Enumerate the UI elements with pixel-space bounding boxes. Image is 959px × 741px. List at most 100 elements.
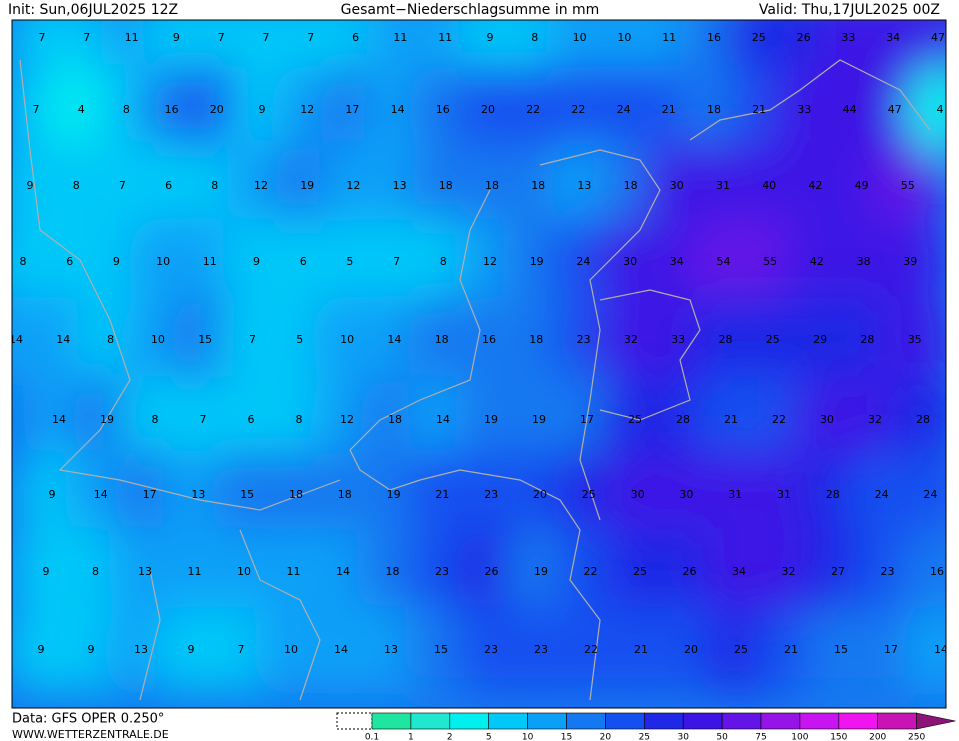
precip-value: 44 bbox=[843, 103, 857, 116]
precip-value: 40 bbox=[762, 179, 776, 192]
precip-value: 30 bbox=[670, 179, 684, 192]
precip-value: 9 bbox=[49, 488, 56, 501]
precip-value: 7 bbox=[33, 103, 40, 116]
precip-value: 8 bbox=[152, 413, 159, 426]
precip-value: 34 bbox=[732, 565, 746, 578]
precip-value: 33 bbox=[797, 103, 811, 116]
precip-value: 11 bbox=[125, 31, 139, 44]
coastline bbox=[19, 59, 341, 511]
precip-value: 47 bbox=[931, 31, 945, 44]
precip-value: 16 bbox=[482, 333, 496, 346]
precip-value: 13 bbox=[577, 179, 591, 192]
precip-value: 55 bbox=[901, 179, 915, 192]
precip-value: 22 bbox=[571, 103, 585, 116]
precip-value: 7 bbox=[200, 413, 207, 426]
border bbox=[599, 289, 701, 421]
precip-value: 8 bbox=[211, 179, 218, 192]
precip-value: 25 bbox=[582, 488, 596, 501]
precip-value: 15 bbox=[198, 333, 212, 346]
legend-swatch bbox=[410, 712, 451, 730]
precip-value: 18 bbox=[388, 413, 402, 426]
precip-value: 10 bbox=[617, 31, 631, 44]
precip-value: 5 bbox=[296, 333, 303, 346]
precip-value: 31 bbox=[728, 488, 742, 501]
precip-value: 8 bbox=[296, 413, 303, 426]
precip-value: 24 bbox=[576, 255, 590, 268]
precip-value: 23 bbox=[435, 565, 449, 578]
legend-tick-label: 2 bbox=[447, 733, 453, 741]
legend-tick-label: 75 bbox=[755, 733, 766, 741]
precip-cell bbox=[873, 140, 943, 232]
precip-value: 22 bbox=[584, 643, 598, 656]
precip-value: 14 bbox=[436, 413, 450, 426]
precip-value: 39 bbox=[903, 255, 917, 268]
precip-value: 7 bbox=[39, 31, 46, 44]
precip-value: 30 bbox=[679, 488, 693, 501]
precip-value: 14 bbox=[934, 643, 948, 656]
precip-value: 35 bbox=[908, 333, 922, 346]
precip-value: 8 bbox=[440, 255, 447, 268]
precip-value: 12 bbox=[346, 179, 360, 192]
precip-value: 8 bbox=[20, 255, 27, 268]
precip-cell bbox=[899, 526, 946, 618]
legend-swatch bbox=[799, 712, 840, 730]
precip-value: 18 bbox=[435, 333, 449, 346]
precip-value: 14 bbox=[94, 488, 108, 501]
precip-value: 8 bbox=[123, 103, 130, 116]
precip-value: 14 bbox=[56, 333, 70, 346]
map-frame bbox=[11, 19, 947, 709]
precip-value: 26 bbox=[683, 565, 697, 578]
precip-value: 9 bbox=[173, 31, 180, 44]
legend-below bbox=[336, 712, 373, 730]
precip-value: 55 bbox=[763, 255, 777, 268]
precip-field bbox=[12, 20, 946, 696]
legend-swatch bbox=[877, 712, 917, 730]
precip-value: 17 bbox=[580, 413, 594, 426]
legend-arrow bbox=[916, 712, 956, 730]
precip-value: 6 bbox=[165, 179, 172, 192]
precip-value: 14 bbox=[336, 565, 350, 578]
precip-value: 7 bbox=[218, 31, 225, 44]
precip-value: 18 bbox=[338, 488, 352, 501]
precip-value: 24 bbox=[923, 488, 937, 501]
precip-value: 9 bbox=[88, 643, 95, 656]
precip-value: 54 bbox=[717, 255, 731, 268]
precip-value: 38 bbox=[857, 255, 871, 268]
precip-value: 27 bbox=[831, 565, 845, 578]
precip-value: 14 bbox=[52, 413, 66, 426]
precip-value: 18 bbox=[485, 179, 499, 192]
precip-value: 10 bbox=[151, 333, 165, 346]
precip-value: 17 bbox=[884, 643, 898, 656]
precip-value: 30 bbox=[631, 488, 645, 501]
precip-value: 21 bbox=[634, 643, 648, 656]
precip-value: 9 bbox=[43, 565, 50, 578]
legend-swatch bbox=[682, 712, 723, 730]
precip-value: 31 bbox=[716, 179, 730, 192]
legend-tick-label: 5 bbox=[486, 733, 492, 741]
precip-value: 31 bbox=[777, 488, 791, 501]
precip-value: 12 bbox=[300, 103, 314, 116]
precip-value: 11 bbox=[287, 565, 301, 578]
coastline bbox=[689, 59, 931, 141]
precip-value: 7 bbox=[238, 643, 245, 656]
precip-value: 18 bbox=[529, 333, 543, 346]
precip-value: 13 bbox=[393, 179, 407, 192]
precip-value: 5 bbox=[346, 255, 353, 268]
precip-value: 34 bbox=[886, 31, 900, 44]
legend-swatch bbox=[488, 712, 528, 730]
precip-value: 16 bbox=[165, 103, 179, 116]
precip-value: 10 bbox=[237, 565, 251, 578]
precip-value: 28 bbox=[916, 413, 930, 426]
precip-value: 25 bbox=[633, 565, 647, 578]
precip-value: 28 bbox=[719, 333, 733, 346]
precip-value: 21 bbox=[435, 488, 449, 501]
valid-time: Valid: Thu,17JUL2025 00Z bbox=[759, 2, 940, 18]
precip-value: 24 bbox=[875, 488, 889, 501]
precip-value: 11 bbox=[393, 31, 407, 44]
precip-value: 6 bbox=[66, 255, 73, 268]
precip-value: 15 bbox=[834, 643, 848, 656]
precip-value: 22 bbox=[526, 103, 540, 116]
map-title: Gesamt−Niederschlagsumme in mm bbox=[341, 2, 600, 18]
precip-value: 22 bbox=[584, 565, 598, 578]
